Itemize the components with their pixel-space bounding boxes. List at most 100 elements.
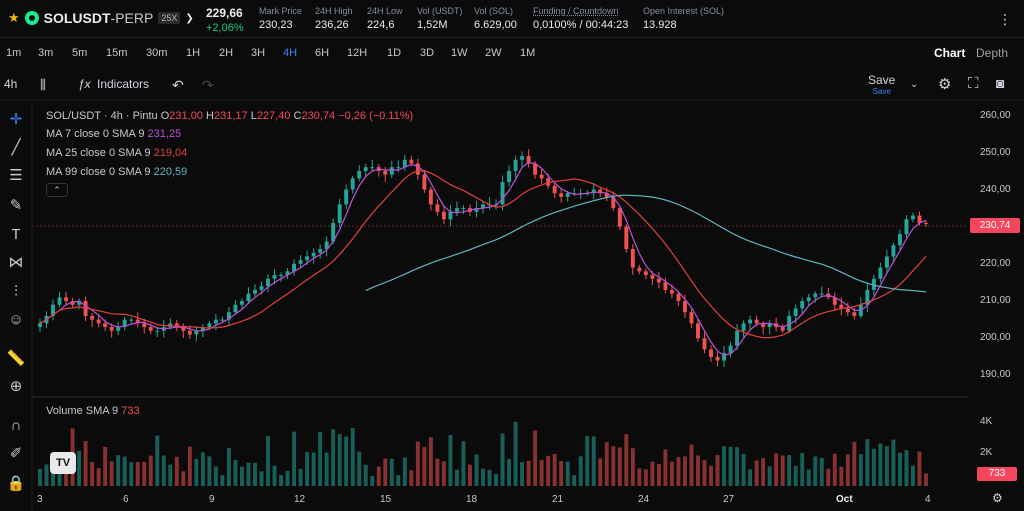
interval-6h[interactable]: 6H	[315, 47, 330, 59]
lock-icon[interactable]: 🔒	[6, 475, 26, 492]
interval-5m[interactable]: 5m	[72, 47, 88, 59]
interval-4h[interactable]: 4H	[283, 47, 298, 59]
interval-12h[interactable]: 12H	[347, 47, 368, 59]
indicators-icon[interactable]: ƒx	[78, 77, 91, 91]
measure-icon[interactable]: ⫶	[14, 283, 18, 300]
ma99-legend[interactable]: MA 99 close 0 SMA 9 220,59	[46, 166, 188, 178]
tab-chart[interactable]: Chart	[934, 46, 966, 60]
volume-bar	[546, 455, 551, 486]
crosshair-icon[interactable]: ✛	[9, 111, 23, 128]
interval-3m[interactable]: 3m	[38, 47, 54, 59]
tab-depth[interactable]: Depth	[976, 46, 1009, 60]
candle-body	[233, 304, 238, 313]
price-change: +2,06%	[206, 22, 244, 34]
text-tool-icon[interactable]: T	[11, 226, 21, 243]
interval-15m[interactable]: 15m	[106, 47, 128, 59]
interval-2w[interactable]: 2W	[485, 47, 502, 59]
volume-bar	[207, 456, 212, 486]
interval-1m[interactable]: 1m	[6, 47, 22, 59]
volume-bar	[435, 458, 440, 486]
volume-bar	[604, 442, 609, 486]
candle-body	[253, 289, 257, 294]
interval-1h[interactable]: 1H	[186, 47, 201, 59]
volume-bar	[552, 453, 557, 486]
volume-bar	[637, 468, 642, 486]
candle-body	[611, 196, 616, 209]
date-tick: 24	[638, 494, 650, 505]
interval-30m[interactable]: 30m	[146, 47, 168, 59]
candle-body	[897, 234, 902, 246]
volume-bar	[194, 458, 199, 486]
candle-type-icon[interactable]: ⫼	[40, 77, 46, 92]
candle-body	[643, 271, 648, 276]
settings-gear-icon[interactable]: ⚙	[938, 76, 952, 93]
volume-bar	[897, 452, 902, 486]
volume-bar	[520, 462, 525, 486]
volume-bar	[350, 427, 355, 486]
interval-1w[interactable]: 1W	[451, 47, 468, 59]
axis-settings-icon[interactable]: ⚙	[992, 491, 1003, 505]
interval-3d[interactable]: 3D	[420, 47, 435, 59]
candle-body	[402, 159, 407, 168]
symbol-selector[interactable]: ★ SOLUSDT-PERP 25X ❯	[8, 10, 194, 26]
ma25-legend[interactable]: MA 25 close 0 SMA 9 219,04	[46, 147, 188, 159]
stat-funding[interactable]: Funding / Countdown 0,0100% / 00:44:23	[533, 6, 629, 31]
indicators-button[interactable]: Indicators	[97, 77, 150, 91]
emoji-icon[interactable]: ☺	[8, 311, 24, 328]
lock-drawing-icon[interactable]: ✐	[9, 445, 23, 462]
volume-bar	[728, 446, 733, 486]
candle-body	[917, 215, 922, 223]
candle-body	[259, 286, 264, 290]
candle-body	[865, 289, 870, 305]
more-menu-icon[interactable]: ⋮	[998, 11, 1012, 27]
volume-bar	[611, 446, 616, 486]
star-icon[interactable]: ★	[8, 10, 20, 25]
ruler-icon[interactable]: 📏	[6, 350, 26, 367]
volume-bar	[533, 430, 538, 486]
interval-3h[interactable]: 3H	[251, 47, 266, 59]
candle-body	[70, 301, 75, 305]
brush-icon[interactable]: ✎	[9, 197, 23, 214]
stat-mark-price: Mark Price 230,23	[259, 6, 303, 31]
tradingview-logo[interactable]: TV	[50, 452, 76, 474]
save-chevron-icon[interactable]: ⌄	[910, 79, 919, 90]
interval-1mo[interactable]: 1M	[520, 47, 536, 59]
candle-body	[533, 163, 538, 175]
ma7-line	[39, 161, 927, 356]
fullscreen-icon[interactable]: ⛶	[968, 75, 979, 92]
redo-icon[interactable]: ↷	[202, 77, 214, 93]
fib-levels-icon[interactable]: ☰	[9, 167, 23, 184]
volume-bar	[643, 469, 648, 486]
undo-icon[interactable]: ↶	[172, 77, 184, 93]
candle-body	[546, 178, 551, 186]
pattern-icon[interactable]: ⋈	[8, 254, 24, 271]
save-button[interactable]: Save Save	[868, 73, 896, 96]
chevron-down-icon[interactable]: ❯	[185, 12, 194, 24]
candle-body	[350, 178, 355, 190]
volume-bar	[689, 444, 694, 486]
volume-bar	[656, 463, 661, 486]
zoom-in-icon[interactable]: ⊕	[9, 378, 23, 395]
collapse-legend-button[interactable]: ⌃	[46, 183, 68, 197]
candle-body	[155, 330, 160, 332]
candle-body	[728, 345, 733, 354]
interval-dropdown[interactable]: 4h	[4, 77, 18, 91]
volume-bar	[845, 454, 850, 486]
candle-body	[904, 219, 909, 235]
interval-2h[interactable]: 2H	[219, 47, 234, 59]
volume-bar	[428, 437, 433, 486]
volume-bar	[891, 439, 896, 486]
candle-body	[389, 167, 394, 175]
date-tick: 27	[723, 494, 735, 505]
candle-body	[878, 267, 883, 279]
trend-line-icon[interactable]: ╱	[11, 139, 21, 156]
magnet-icon[interactable]: ∩	[10, 417, 22, 434]
camera-icon[interactable]: ◙	[996, 75, 1005, 91]
volume-bar	[494, 474, 498, 486]
volume-legend[interactable]: Volume SMA 9 733	[46, 405, 140, 417]
interval-1d[interactable]: 1D	[387, 47, 402, 59]
ma7-legend[interactable]: MA 7 close 0 SMA 9 231,25	[46, 128, 182, 140]
candle-body	[461, 208, 466, 210]
symbol-name: SOLUSDT-PERP	[43, 10, 154, 26]
